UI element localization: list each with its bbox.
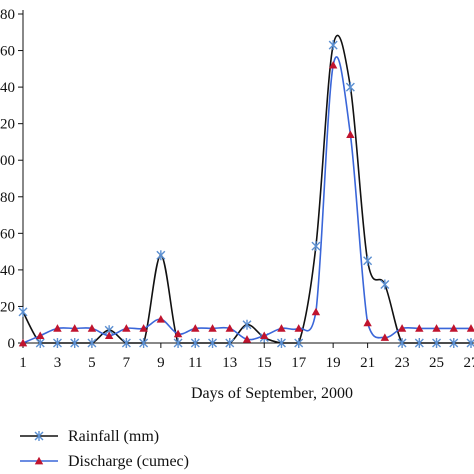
y-tick-label: 140	[0, 80, 15, 96]
data-point-asterisk	[70, 338, 80, 348]
y-tick-label: 60	[0, 226, 15, 242]
data-point-triangle	[191, 324, 200, 332]
x-tick-label: 11	[188, 355, 202, 371]
series-line	[22, 34, 471, 344]
data-point-triangle	[311, 307, 321, 316]
y-axis: 0 20 40 60 80 100 120 140 160 180	[0, 7, 24, 352]
data-point-triangle	[277, 324, 286, 332]
data-point-asterisk	[432, 338, 442, 348]
data-point-triangle	[260, 331, 269, 340]
data-point-triangle	[36, 331, 45, 340]
data-point-triangle	[242, 335, 252, 343]
data-point-triangle	[415, 324, 424, 332]
data-point-triangle	[18, 338, 28, 347]
data-point-asterisk	[121, 338, 131, 348]
y-tick-label: 0	[8, 336, 16, 352]
legend-marker	[34, 431, 44, 441]
data-point-triangle	[53, 324, 62, 332]
data-point-triangle	[294, 324, 303, 332]
data-point-asterisk	[242, 319, 252, 330]
data-point-asterisk	[414, 338, 424, 348]
x-tick-label: 13	[222, 355, 237, 371]
y-tick-label: 160	[0, 44, 15, 60]
data-point-triangle	[122, 324, 131, 332]
data-point-triangle	[208, 324, 217, 332]
legend-marker	[34, 456, 44, 465]
y-tick-label: 100	[0, 153, 15, 169]
x-tick-label: 17	[291, 355, 307, 371]
data-point-asterisk	[190, 338, 200, 348]
x-tick-label: 27	[464, 355, 474, 371]
data-point-triangle	[225, 324, 234, 332]
data-point-asterisk	[173, 338, 183, 348]
data-point-asterisk	[449, 338, 459, 348]
series-line	[22, 56, 471, 344]
series-1	[18, 34, 474, 348]
x-tick-label: 1	[19, 355, 27, 371]
data-point-asterisk	[311, 241, 321, 252]
data-point-asterisk	[397, 338, 407, 348]
x-tick-label: 23	[395, 355, 410, 371]
x-tick-label: 19	[326, 355, 341, 371]
data-point-asterisk	[208, 338, 218, 348]
data-point-asterisk	[328, 40, 338, 51]
data-point-asterisk	[225, 338, 235, 348]
data-point-triangle	[70, 324, 79, 332]
data-point-triangle	[449, 324, 458, 332]
legend-item-1: Rainfall (mm)	[20, 428, 159, 445]
data-point-triangle	[466, 324, 474, 332]
data-point-triangle	[156, 315, 166, 323]
data-point-asterisk	[294, 338, 304, 348]
x-axis-label: Days of September, 2000	[191, 385, 353, 402]
data-point-triangle	[346, 130, 355, 138]
series-2	[18, 56, 474, 347]
series-layer	[18, 34, 474, 348]
legend-item-2: Discharge (cumec)	[20, 453, 189, 470]
y-tick-label: 120	[0, 117, 15, 133]
data-point-triangle	[328, 60, 338, 69]
legend: Rainfall (mm) Discharge (cumec)	[20, 428, 189, 470]
y-tick-label: 40	[0, 263, 15, 279]
x-tick-label: 15	[257, 355, 272, 371]
x-tick-label: 25	[429, 355, 444, 371]
data-point-triangle	[87, 324, 97, 332]
data-point-triangle	[380, 333, 390, 341]
data-point-asterisk	[363, 255, 373, 266]
y-tick-label: 80	[0, 190, 15, 206]
y-tick-label: 20	[0, 299, 15, 315]
data-point-triangle	[363, 318, 372, 327]
data-point-asterisk	[35, 338, 45, 348]
data-point-asterisk	[156, 250, 166, 261]
data-point-triangle	[104, 331, 114, 340]
data-point-asterisk	[87, 338, 97, 348]
data-point-asterisk	[345, 82, 355, 93]
x-tick-label: 21	[360, 355, 375, 371]
data-point-triangle	[173, 329, 183, 338]
data-point-asterisk	[18, 306, 28, 317]
data-point-triangle	[397, 324, 407, 332]
data-point-triangle	[432, 324, 441, 332]
data-point-triangle	[139, 324, 148, 332]
data-point-asterisk	[276, 338, 286, 348]
data-point-asterisk	[52, 338, 62, 348]
legend-label: Discharge (cumec)	[68, 453, 189, 470]
x-tick-label: 9	[157, 355, 165, 371]
x-tick-label: 3	[54, 355, 62, 371]
x-tick-label: 5	[88, 355, 96, 371]
data-point-asterisk	[380, 279, 390, 290]
legend-label: Rainfall (mm)	[68, 428, 159, 445]
x-tick-label: 7	[123, 355, 131, 371]
y-tick-label: 180	[0, 7, 15, 23]
data-point-asterisk	[139, 338, 149, 348]
